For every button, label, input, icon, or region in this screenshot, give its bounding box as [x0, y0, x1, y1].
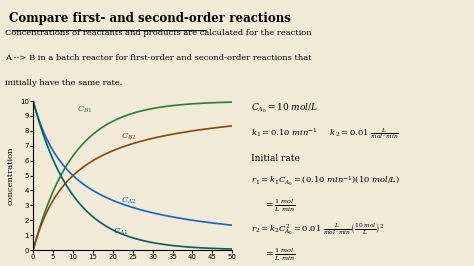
Text: A --> B in a batch reactor for first-order and second-order reactions that: A --> B in a batch reactor for first-ord…	[5, 54, 311, 62]
Text: $C_{A2}$: $C_{A2}$	[121, 195, 137, 206]
Text: Compare first- and second-order reactions: Compare first- and second-order reaction…	[9, 12, 291, 25]
Text: $= \frac{1\ mol}{L\ min}$: $= \frac{1\ mol}{L\ min}$	[264, 247, 295, 263]
Text: $C_{A_0} = 10\ mol/L$: $C_{A_0} = 10\ mol/L$	[251, 102, 318, 115]
Text: $= \frac{1\ mol}{L\ min}$: $= \frac{1\ mol}{L\ min}$	[264, 197, 295, 214]
Text: Concentrations of reactants and products are calculated for the reaction: Concentrations of reactants and products…	[5, 29, 311, 37]
Text: $C_{B2}$: $C_{B2}$	[121, 131, 137, 142]
Text: $C_{A1}$: $C_{A1}$	[113, 227, 128, 237]
Text: $r_2 = k_2 C_{A_0}^2 = 0.01\ \frac{L}{mol \cdot min}\left(\frac{10\ mol}{L}\righ: $r_2 = k_2 C_{A_0}^2 = 0.01\ \frac{L}{mo…	[251, 221, 384, 237]
Text: $r_1 = k_1 C_{A_0} = (0.10\ min^{-1})(10\ mol/L)$: $r_1 = k_1 C_{A_0} = (0.10\ min^{-1})(10…	[251, 175, 400, 188]
Y-axis label: concentration: concentration	[7, 146, 15, 205]
Text: $k_1 = 0.10\ min^{-1}$     $k_2 = 0.01\ \frac{L}{mol \cdot min}$: $k_1 = 0.10\ min^{-1}$ $k_2 = 0.01\ \fra…	[251, 127, 399, 143]
Text: $C_{B1}$: $C_{B1}$	[77, 105, 93, 115]
Text: initially have the same rate.: initially have the same rate.	[5, 79, 122, 87]
Text: Initial rate: Initial rate	[251, 154, 300, 163]
